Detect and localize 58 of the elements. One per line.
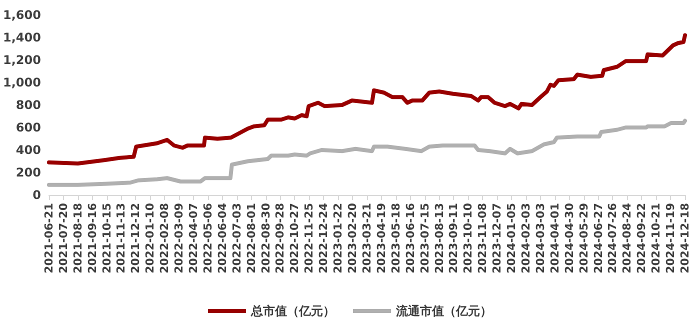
x-tick-label: 2024-09-22 bbox=[635, 203, 648, 274]
y-tick-label: 0 bbox=[32, 188, 41, 202]
x-tick-label: 2022-11-25 bbox=[302, 203, 316, 274]
x-tick-label: 2021-10-15 bbox=[100, 203, 114, 274]
x-tick-label: 2023-10-10 bbox=[462, 202, 475, 274]
x-tick-label: 2021-09-16 bbox=[86, 202, 99, 274]
x-tick-label: 2023-05-18 bbox=[389, 203, 402, 274]
x-tick-label: 2023-01-22 bbox=[332, 203, 345, 274]
y-tick-label: 1,600 bbox=[2, 8, 41, 22]
x-tick-label: 2021-08-18 bbox=[71, 203, 84, 274]
x-tick-label: 2024-04-30 bbox=[562, 202, 576, 274]
legend-label: 总市值（亿元） bbox=[250, 304, 335, 318]
x-tick-label: 2024-01-05 bbox=[505, 203, 518, 274]
x-tick-label: 2024-11-19 bbox=[664, 203, 678, 274]
x-tick-label: 2024-04-01 bbox=[548, 203, 562, 274]
x-tick-label: 2022-03-09 bbox=[172, 203, 186, 274]
x-tick-label: 2023-12-07 bbox=[490, 203, 504, 274]
y-tick-label: 200 bbox=[16, 166, 41, 180]
x-tick-label: 2021-11-13 bbox=[114, 203, 128, 274]
x-tick-label: 2024-05-29 bbox=[577, 203, 590, 274]
x-tick-label: 2022-07-03 bbox=[230, 203, 244, 274]
x-tick-label: 2022-01-10 bbox=[144, 202, 157, 274]
x-tick-label: 2022-05-06 bbox=[201, 202, 214, 274]
y-tick-label: 1,000 bbox=[2, 76, 41, 90]
x-tick-label: 2024-03-03 bbox=[534, 203, 547, 274]
x-tick-label: 2021-06-21 bbox=[42, 203, 56, 274]
y-tick-label: 1,200 bbox=[2, 53, 41, 67]
x-tick-label: 2023-11-08 bbox=[476, 203, 490, 274]
x-tick-label: 2023-09-11 bbox=[447, 203, 460, 274]
line-series bbox=[46, 33, 687, 166]
x-tick-label: 2022-06-04 bbox=[216, 202, 229, 274]
x-tick-label: 2023-02-20 bbox=[346, 202, 360, 274]
x-tick-label: 2022-04-07 bbox=[187, 203, 200, 274]
line-series bbox=[46, 118, 687, 187]
x-tick-label: 2023-06-16 bbox=[404, 202, 417, 274]
y-tick-label: 800 bbox=[16, 98, 41, 112]
x-tick-label: 2024-12-18 bbox=[678, 203, 692, 274]
x-tick-label: 2023-08-13 bbox=[432, 203, 446, 274]
x-tick-label: 2023-03-21 bbox=[360, 203, 374, 274]
x-tick-label: 2022-10-27 bbox=[288, 203, 302, 274]
x-tick-label: 2021-12-12 bbox=[129, 203, 142, 274]
x-tick-label: 2024-02-03 bbox=[519, 203, 532, 274]
y-tick-label: 1,400 bbox=[2, 30, 41, 44]
y-tick-label: 600 bbox=[16, 120, 41, 134]
x-tick-label: 2022-08-30 bbox=[259, 202, 272, 274]
x-tick-label: 2022-08-01 bbox=[244, 203, 258, 274]
x-tick-label: 2023-07-15 bbox=[418, 203, 432, 274]
x-tick-label: 2022-09-28 bbox=[274, 203, 287, 274]
legend-label: 流通市值（亿元） bbox=[395, 304, 492, 318]
x-tick-label: 2024-06-27 bbox=[592, 203, 605, 274]
x-tick-label: 2024-08-24 bbox=[620, 202, 634, 274]
x-tick-label: 2021-07-20 bbox=[56, 202, 70, 274]
x-tick-label: 2024-10-21 bbox=[650, 203, 663, 274]
x-tick-label: 2022-02-08 bbox=[158, 203, 172, 274]
x-tick-label: 2023-04-19 bbox=[374, 203, 388, 274]
x-tick-label: 2022-12-24 bbox=[317, 202, 330, 274]
y-tick-label: 400 bbox=[16, 143, 41, 157]
x-tick-label: 2024-07-26 bbox=[606, 202, 620, 274]
